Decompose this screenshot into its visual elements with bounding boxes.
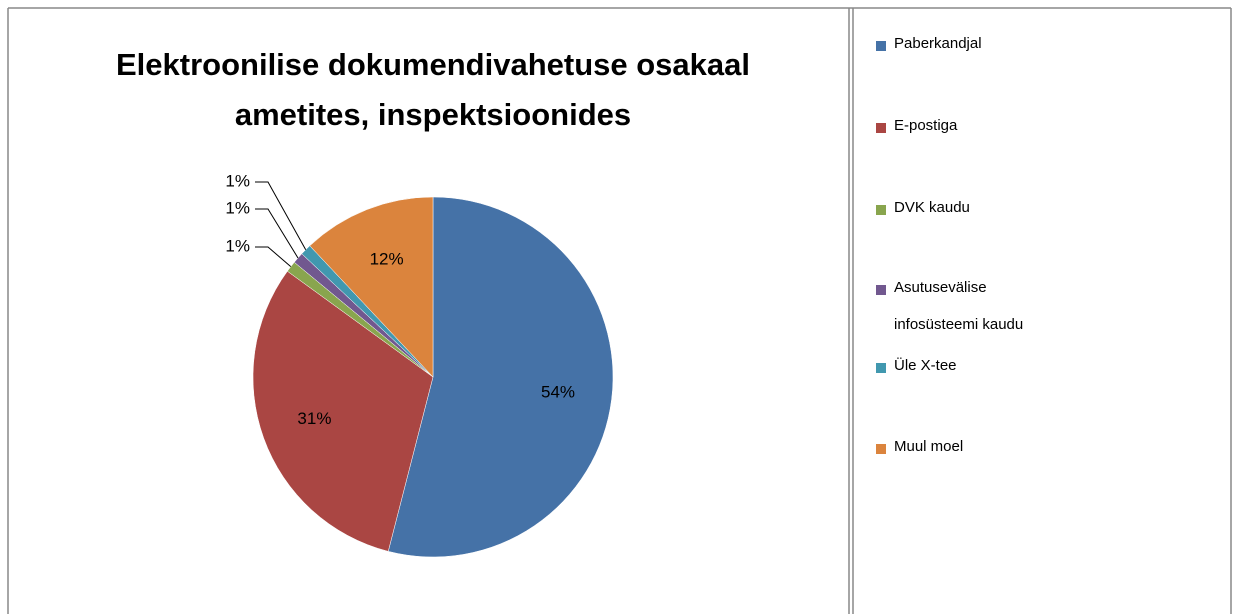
legend-swatch (876, 363, 886, 373)
pie: 54% 31% 1% 1% 1% 12% (225, 171, 614, 558)
pie-slice (387, 196, 614, 558)
data-label: 31% (297, 409, 331, 428)
legend-label: Muul moel (894, 438, 964, 455)
data-label: 1% (225, 171, 250, 190)
legend-item: Paberkandjal (876, 35, 1076, 62)
legend-swatch (876, 444, 886, 454)
legend-swatch (876, 123, 886, 133)
legend-label: Üle X-tee (894, 357, 957, 374)
legend-label: DVK kaudu (894, 199, 970, 216)
data-label: 54% (541, 382, 575, 401)
legend-swatch (876, 205, 886, 215)
leader-line (255, 181, 307, 250)
pie-slice (252, 270, 434, 552)
legend-item: DVK kaudu (876, 199, 1076, 226)
legend-item: Asutusevälise infosüsteemi kaudu (876, 279, 1076, 343)
legend-swatch (876, 285, 886, 295)
legend-label: Asutusevälise infosüsteemi kaudu (894, 279, 1024, 333)
legend-item: E-postiga (876, 117, 1076, 144)
leader-line (255, 208, 299, 259)
pie-slice (309, 196, 434, 378)
data-label: 1% (225, 198, 250, 217)
legend-label: E-postiga (894, 117, 958, 134)
chart-title: Elektroonilise dokumendivahetuse osakaal… (115, 47, 750, 132)
data-label: 1% (225, 236, 250, 255)
legend-label: Paberkandjal (894, 35, 982, 52)
leader-line (255, 246, 292, 268)
legend-item: Üle X-tee (876, 357, 1076, 384)
legend-swatch (876, 41, 886, 51)
data-label: 12% (370, 249, 404, 268)
legend-item: Muul moel (876, 438, 1076, 465)
